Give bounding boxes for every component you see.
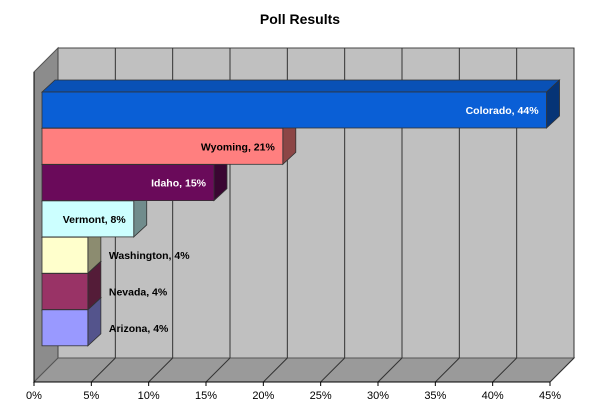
gridline-floor [492,357,518,383]
x-tick-label: 10% [138,390,160,402]
bar-front [41,273,89,310]
floor [32,357,576,383]
gridline-floor [549,357,575,383]
x-tick-label: 45% [539,390,561,402]
data-label: Wyoming, 21% [201,141,276,153]
gridline-floor [262,357,288,383]
data-label: Colorado, 44% [466,105,540,117]
gridline-floor [148,357,174,383]
data-label: Vermont, 8% [63,214,127,226]
bars: Arizona, 4% Nevada, 4% Washington, 4% Vermo… [40,79,561,347]
bar-front [41,91,547,129]
x-tick-label: 30% [367,390,389,402]
data-label: Washington, 4% [109,250,190,262]
bar-front [41,309,89,347]
gridline-floor [434,357,460,383]
bar-top [40,79,561,93]
gridline-floor [377,357,403,383]
x-tick-label: 0% [26,390,42,402]
gridline-floor [90,357,116,383]
x-tick-label: 40% [482,390,504,402]
bar-front [41,164,215,202]
bar-front [41,236,89,274]
bar-nevada: Nevada, 4% [40,260,168,311]
gridline-floor [205,357,231,383]
gridline-floor [320,357,346,383]
x-tick-label: 5% [83,390,99,402]
x-tick-label: 20% [252,390,274,402]
bar-colorado: Colorado, 44% [40,79,561,129]
x-ticks: 0% 5% 10% 15% 20% 25% 30% 35% 40% 45% [26,382,561,402]
bar-front [41,200,135,238]
x-tick-label: 15% [195,390,217,402]
data-label: Nevada, 4% [109,287,168,299]
x-tick-label: 35% [424,390,446,402]
data-label: Idaho, 15% [151,178,207,190]
x-tick-label: 25% [310,390,332,402]
data-label: Arizona, 4% [109,323,169,335]
chart-title: Poll Results [260,11,340,27]
bar-front [41,127,284,165]
